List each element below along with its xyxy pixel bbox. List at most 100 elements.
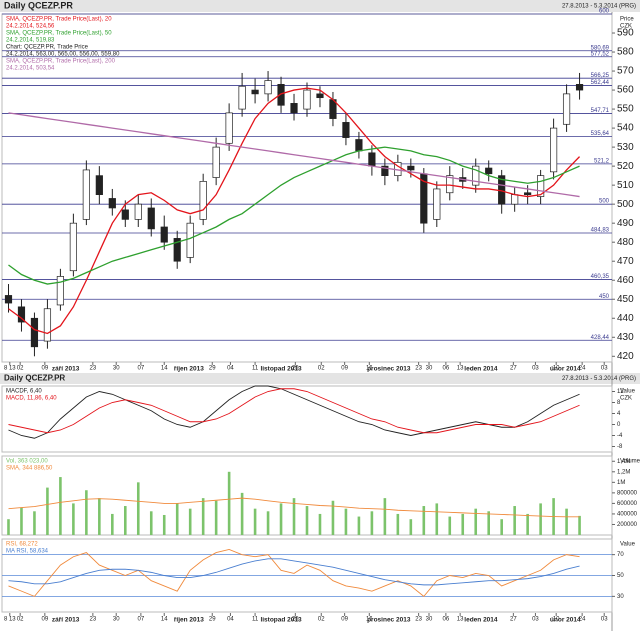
volume-bar: [253, 508, 257, 535]
volume-bar: [227, 471, 231, 535]
candle-body: [4, 295, 13, 304]
x-tick-label: 07: [138, 366, 145, 372]
candle-body: [160, 226, 168, 243]
y-tick-label: 570: [617, 66, 634, 77]
y-tick-label: 550: [617, 104, 634, 115]
series-line: [8, 497, 580, 518]
x-tick-label: 30: [426, 617, 433, 623]
series-line: [8, 112, 580, 198]
x-tick-label: 16: [366, 617, 373, 623]
x-month-label: únor 2014: [550, 617, 581, 624]
volume-bar: [33, 511, 36, 535]
volume-bar: [7, 519, 10, 535]
legend-entry: SMA, 344 886,50: [6, 466, 53, 472]
x-month-label: říjen 2013: [174, 366, 204, 373]
candle-body: [30, 317, 39, 348]
volume-bar: [85, 490, 88, 535]
candle-body: [95, 175, 103, 196]
volume-bar: [98, 498, 101, 535]
candle-body: [303, 89, 311, 110]
y-tick-label: 430: [617, 332, 634, 343]
y-tick-label: 1,2M: [617, 469, 630, 475]
x-tick-label: 8 13: [4, 617, 16, 623]
candle-body: [511, 194, 519, 205]
series-line: [8, 388, 580, 434]
level-label: 566,25: [591, 73, 610, 79]
candle-body: [277, 84, 285, 106]
y-tick-label: 530: [617, 142, 634, 153]
y-tick-label: 450: [617, 294, 634, 305]
level-label: 460,35: [591, 274, 610, 280]
x-tick-label: 02: [17, 617, 24, 623]
volume-bar: [111, 513, 114, 535]
candle-body: [147, 207, 155, 230]
level-label: 547,71: [591, 108, 610, 114]
chart-title: Daily QCEZP.PR: [4, 374, 65, 383]
volume-bar: [370, 511, 374, 535]
x-tick-label: 11: [252, 617, 259, 623]
volume-bar: [565, 508, 568, 535]
x-tick-label: 03: [532, 366, 539, 372]
candle-body: [212, 146, 220, 178]
y-tick-label: 800000: [617, 490, 638, 496]
candle-body: [355, 139, 363, 152]
y-axis-unit: CZK: [620, 24, 632, 30]
series-line: [8, 385, 580, 439]
x-month-label: listopad 2013: [260, 366, 302, 373]
x-tick-label: 25: [292, 617, 299, 623]
candle-body: [472, 165, 480, 186]
legend-value: 24.2.2014, 503,54: [6, 66, 55, 72]
candle-body: [238, 85, 246, 110]
candle-body: [199, 180, 207, 220]
level-label: 428,44: [591, 335, 610, 341]
volume-bar: [188, 508, 192, 535]
volume-bar: [578, 515, 581, 535]
candle-body: [134, 203, 142, 220]
candle-body: [225, 112, 233, 144]
x-tick-label: 8 13: [4, 366, 16, 372]
x-tick-label: 29: [209, 617, 216, 623]
volume-bar: [344, 508, 348, 535]
legend-value: 24.2.2014, 519,83: [6, 38, 55, 44]
legend-entry: SMA, QCEZP.PR, Trade Price(Last), 200: [6, 59, 116, 65]
candle-body: [121, 209, 129, 220]
candle-body: [264, 80, 272, 95]
x-tick-label: 04: [227, 617, 234, 623]
volume-bar: [487, 511, 490, 535]
x-month-label: leden 2014: [464, 617, 498, 624]
volume-bar: [175, 503, 179, 535]
candle-body: [524, 192, 532, 196]
volume-bar: [46, 487, 49, 535]
volume-bar: [435, 503, 439, 535]
candle-body: [316, 93, 324, 99]
volume-bar: [214, 500, 218, 535]
candle-body: [368, 152, 376, 167]
candle-body: [575, 84, 584, 91]
candle-body: [82, 169, 90, 220]
y-tick-label: 1M: [617, 480, 625, 486]
y-axis-title: Volume: [620, 459, 640, 465]
y-tick-label: 0: [617, 422, 621, 428]
date-range: 27.8.2013 - 5.3.2014 (PRG): [562, 4, 636, 10]
x-tick-label: 09: [41, 366, 48, 372]
volume-bar: [20, 507, 23, 535]
y-tick-label: 70: [617, 552, 624, 558]
legend-entry: MACD, 11,86, 6,40: [6, 396, 57, 402]
volume-bar: [500, 519, 503, 535]
x-month-label: září 2013: [52, 617, 80, 624]
x-tick-label: 29: [209, 366, 216, 372]
candle-body: [446, 175, 454, 194]
x-tick-label: 13: [457, 366, 464, 372]
x-tick-label: 30: [113, 366, 120, 372]
x-tick-label: 02: [318, 617, 325, 623]
x-tick-label: 03: [532, 617, 539, 623]
x-month-label: listopad 2013: [260, 617, 302, 624]
x-month-label: říjen 2013: [174, 617, 204, 624]
y-tick-label: 540: [617, 123, 634, 134]
x-tick-label: 24: [579, 617, 586, 623]
x-tick-label: 07: [138, 617, 145, 623]
y-axis-unit: CZK: [620, 396, 632, 402]
level-label: 580,69: [591, 45, 610, 51]
x-tick-label: 23: [90, 617, 97, 623]
